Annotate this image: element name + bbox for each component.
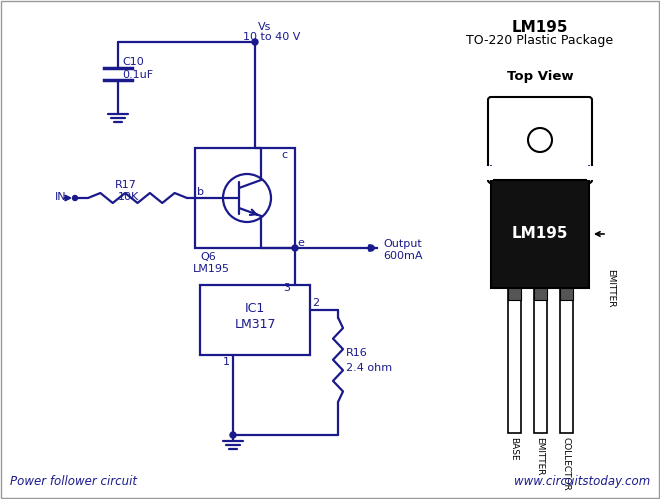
Text: b: b [197,187,204,197]
Text: 600mA: 600mA [383,251,422,261]
Bar [195,148,295,248]
Text: BASE: BASE [510,437,519,461]
Text: Top View: Top View [507,70,574,83]
Text: www.circuitstoday.com: www.circuitstoday.com [513,475,650,488]
Text: Output: Output [383,239,422,249]
Text: Vs: Vs [258,22,271,32]
Text: 2: 2 [312,297,319,307]
Text: LM195: LM195 [512,227,568,242]
Bar [560,288,572,433]
Text: LM195: LM195 [193,264,230,274]
Bar [587,166,595,180]
Text: 10K: 10K [118,192,139,202]
Text: C10: C10 [122,57,144,67]
Text: 3: 3 [283,283,290,293]
Circle shape [292,245,298,251]
Text: 2.4 ohm: 2.4 ohm [346,363,392,373]
Bar [508,288,521,300]
Bar [560,288,572,300]
Text: LM317: LM317 [234,318,276,331]
Text: 0.1uF: 0.1uF [122,70,153,80]
Bar [485,166,493,180]
Text: c: c [281,150,287,160]
Text: EMITTER: EMITTER [535,437,544,476]
Bar [533,288,546,433]
Circle shape [368,245,374,251]
Text: 10 to 40 V: 10 to 40 V [243,32,300,42]
Circle shape [230,432,236,438]
Bar [491,180,589,288]
Bar [508,288,521,433]
Text: EMITTER: EMITTER [607,269,616,307]
Circle shape [73,196,77,201]
Bar [200,285,310,355]
Text: COLLECTOR: COLLECTOR [562,437,570,491]
Text: IN: IN [55,192,67,202]
FancyBboxPatch shape [488,97,592,183]
Text: R17: R17 [115,180,137,190]
Text: e: e [297,238,304,248]
Text: Q6: Q6 [200,252,216,262]
Text: 1: 1 [223,357,230,367]
Text: LM195: LM195 [512,20,568,35]
Circle shape [252,39,258,45]
Text: Power follower circuit: Power follower circuit [10,475,137,488]
Text: R16: R16 [346,348,368,358]
Text: IC1: IC1 [245,301,265,314]
Text: TO-220 Plastic Package: TO-220 Plastic Package [467,34,614,47]
Bar [533,288,546,300]
